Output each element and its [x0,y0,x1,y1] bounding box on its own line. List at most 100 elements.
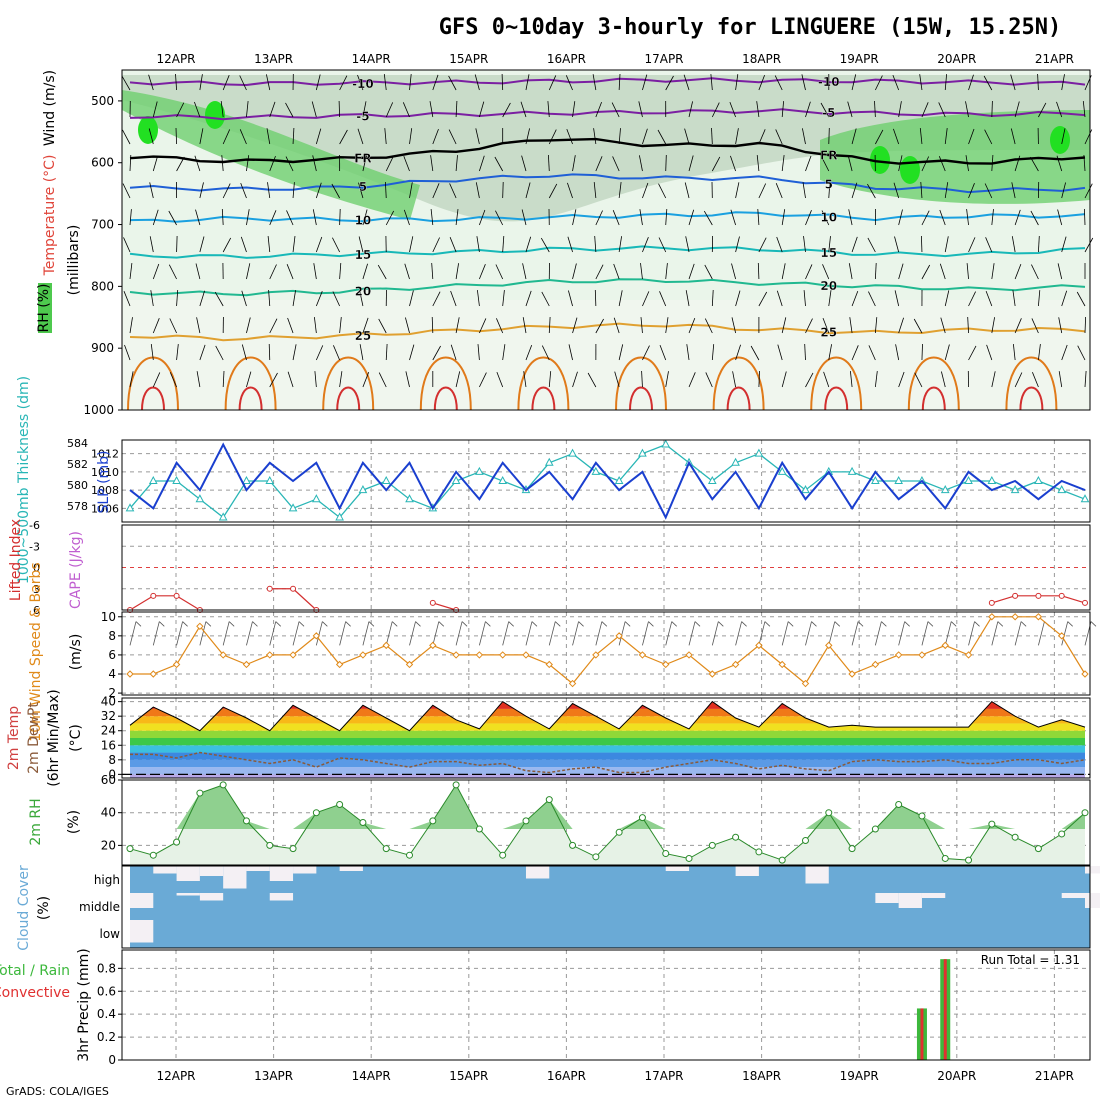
panel-cloud-frame [121,865,1091,949]
wind-barb [315,291,323,307]
rh-marker [615,828,623,836]
wind-barb [1077,345,1086,361]
isotherm-line [129,108,1086,121]
surface-wind-barb-flag [205,621,212,627]
lifted-index-segment [991,595,1016,604]
wind-barb [268,289,271,307]
surface-wind-barb [642,621,649,646]
wind-barb [892,74,900,91]
wind-barb [867,183,876,199]
wind-barb [898,155,903,172]
rh-moist-region [820,110,1090,204]
wind-barb [331,183,340,199]
wind-barb [595,101,602,118]
surface-wind-barb [246,621,253,646]
surface-wind-barb-flag [997,621,1004,627]
surface-wind-barb [479,621,486,646]
wind-barb [129,263,133,280]
panel-slp-frame [121,439,1091,523]
rh-marker [941,854,949,862]
panel-precip-frame [121,949,1091,1061]
wind-barb [339,371,343,388]
wind-barb [985,237,993,253]
wind-barb [710,74,713,91]
wind-barb [1014,101,1020,118]
wind-barb [968,128,975,145]
wind-barb [523,371,527,388]
lifted-index-axis-label: Lifted Index [8,519,24,601]
thickness-marker [195,494,205,503]
wind-barb [476,236,480,253]
wind-barb [735,344,741,361]
wind-speed-marker [685,651,693,659]
wind-barb [848,209,853,226]
wind-barb [403,209,410,226]
wind-barb [618,344,624,361]
wind-barb [851,345,859,361]
wind-barb [199,344,206,361]
surface-wind-barb [129,621,137,646]
wind-barb [122,183,131,199]
surface-wind-barb [1038,621,1045,646]
wind-speed-marker [568,679,577,688]
wind-barb [781,155,785,172]
wind-barb [287,317,294,334]
wind-barb [983,75,993,91]
wind-barb [802,182,806,199]
rh-marker [1034,845,1042,853]
wind-barb [123,291,131,307]
hot-contour [629,386,653,411]
surface-wind-barb [688,621,696,646]
wind-barb [735,128,739,145]
thickness-marker [801,485,810,494]
wind-barb [684,128,690,145]
wind-barb [991,317,995,334]
rh-saturated-cell [205,101,225,129]
x-tick-label-bottom: 14APR [352,1069,391,1083]
wind-barb [1084,370,1087,388]
surface-wind-barb-flag [811,621,817,627]
thickness-marker [218,512,228,521]
wind-barb [358,236,364,253]
thickness-marker [894,475,903,484]
wind-barb [495,210,504,226]
wind-speed-marker [242,660,251,669]
thickness-marker [591,466,601,475]
wind-barb [409,290,414,307]
wind-barb [359,290,364,307]
wind-barb [1061,128,1066,145]
surface-wind-barb [548,621,556,646]
wind-barb [938,156,946,172]
wind-barb [358,182,364,199]
isotherm-label: -10 [818,75,840,89]
isotherm-label: 20 [820,279,837,293]
wind-barb [409,344,415,361]
rh-marker [755,848,763,856]
cloud-gap-high [735,866,759,876]
wind-barb [496,371,504,388]
wind-barb [432,237,440,253]
wind-barb [385,343,388,361]
warm-contour [712,356,765,411]
y-tick-label: 500 [91,94,114,108]
wind-barb [851,74,857,91]
wind-barb [968,291,976,307]
thickness-marker [661,439,671,448]
wind-barb [199,128,204,145]
wind-barb [362,263,368,280]
x-tick-label-top: 16APR [547,52,586,66]
wind-barb [894,236,900,253]
wind-barb [657,129,667,145]
wind-barb [521,209,527,226]
wind-barb [285,156,294,172]
dewpoint-axis-label: 2m DewPt [26,702,42,774]
wind-barb [875,129,884,145]
wind-barb [756,155,760,172]
temp-band [130,759,1085,768]
wind-barb [913,318,923,334]
wind-barb [1084,208,1086,226]
wind-barb [475,182,480,199]
wind-barb [641,370,643,388]
wind-speed-marker [266,651,274,659]
lifted-index-marker [1058,592,1065,599]
